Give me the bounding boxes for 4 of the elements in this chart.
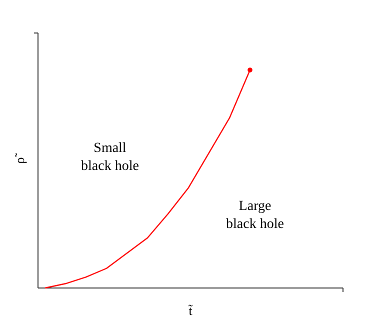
annotation: Large black hole xyxy=(226,199,284,232)
annotation: Small black hole xyxy=(81,141,139,174)
y-axis-title: ρ̃ xyxy=(12,152,27,164)
x-axis-title: t̃ xyxy=(188,303,194,318)
